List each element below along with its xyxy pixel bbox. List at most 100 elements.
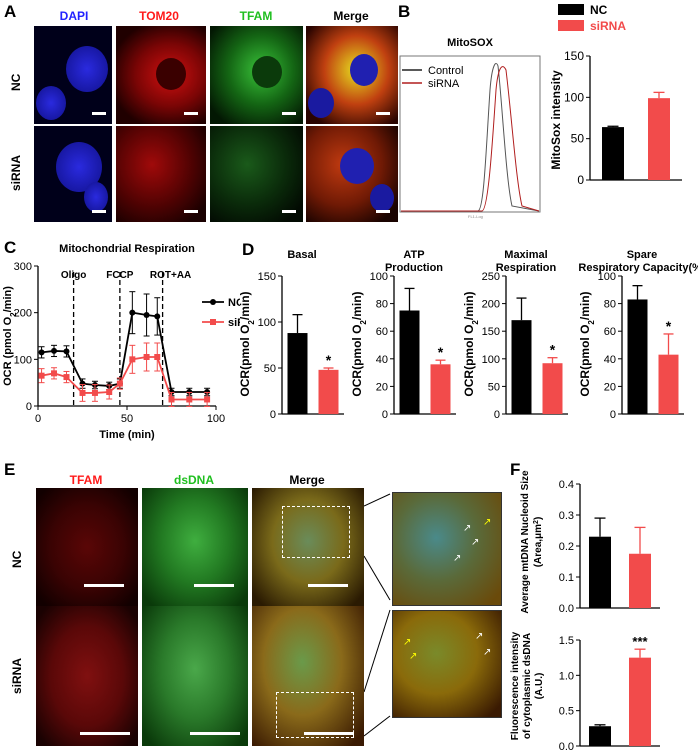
row-label-sirna: siRNA bbox=[9, 154, 23, 191]
panel-label-e: E bbox=[4, 460, 16, 479]
significance-mark: * bbox=[326, 352, 332, 368]
y-tick-label: 0.3 bbox=[559, 510, 574, 522]
bar-sirna bbox=[542, 363, 563, 414]
bar-nc bbox=[287, 333, 308, 414]
y-tick-label: 250 bbox=[482, 271, 500, 283]
chart-title-line2: Production bbox=[385, 262, 443, 274]
data-point bbox=[154, 354, 161, 360]
significance-mark: * bbox=[666, 318, 672, 334]
panel-f-nucleoid-chart: Average mtDNA Nucleoid Size (Area,μm2) 0.0… bbox=[520, 470, 660, 615]
y-axis-label: MitoSox intensity bbox=[549, 70, 563, 170]
legend-label-sirna: siRNA bbox=[228, 317, 240, 329]
micrograph-e-sirna-zoom: ↗ ↗ ↗ ↗ bbox=[392, 610, 502, 718]
y-tick-label: 200 bbox=[482, 299, 500, 311]
column-label-tom20: TOM20 bbox=[139, 9, 179, 23]
bar-nc bbox=[589, 726, 611, 746]
data-point bbox=[63, 348, 70, 355]
micrograph-nc-tom20 bbox=[116, 26, 206, 124]
panel-label-b: B bbox=[398, 2, 411, 21]
y-tick-label: 1.0 bbox=[559, 670, 574, 682]
y-tick-label: 1.5 bbox=[559, 635, 574, 647]
data-point bbox=[91, 389, 98, 396]
bar-nc bbox=[602, 127, 624, 180]
y-tick-label: 50 bbox=[264, 363, 276, 375]
micrograph-sirna-tom20 bbox=[116, 126, 206, 222]
x-axis-label: Time (min) bbox=[99, 429, 155, 441]
micrograph-e-nc-dsdna bbox=[142, 488, 248, 606]
data-point bbox=[79, 380, 86, 387]
significance-mark: * bbox=[550, 342, 556, 358]
x-tick-label: 0 bbox=[35, 413, 41, 425]
data-point bbox=[129, 309, 136, 316]
chart-title: Mitochondrial Respiration bbox=[59, 243, 195, 255]
y-tick-label: 0 bbox=[494, 409, 500, 421]
bar-nc bbox=[511, 320, 532, 414]
bar-sirna bbox=[318, 369, 339, 414]
column-label-tfam: TFAM bbox=[239, 9, 273, 23]
micrograph-sirna-merge bbox=[306, 126, 398, 222]
data-point bbox=[51, 347, 58, 354]
data-point bbox=[51, 370, 58, 377]
panel-b-bar-chart: NC siRNA MitoSox intensity 0 50 100 150 bbox=[549, 3, 682, 187]
column-label-merge: Merge bbox=[333, 9, 369, 23]
y-tick-label: 0 bbox=[382, 409, 388, 421]
data-point bbox=[79, 389, 86, 396]
zoom-connector-sirna bbox=[364, 609, 391, 737]
data-point bbox=[154, 313, 161, 320]
data-point bbox=[116, 380, 123, 387]
data-point bbox=[168, 396, 175, 403]
y-tick-label: 100 bbox=[482, 354, 500, 366]
bar-sirna bbox=[658, 354, 679, 414]
micrograph-nc-tfam bbox=[210, 26, 303, 124]
x-tick-label: 50 bbox=[121, 413, 133, 425]
y-axis-label-line2: of cytoplasmic dsDNA bbox=[522, 633, 533, 739]
micrograph-sirna-tfam bbox=[210, 126, 303, 222]
legend-label-nc: NC bbox=[228, 297, 240, 309]
chart-title: Spare bbox=[627, 249, 658, 261]
histogram-title: MitoSOX bbox=[447, 37, 493, 49]
significance-mark: *** bbox=[632, 634, 648, 649]
panel-f-dsdna-chart: Fluorescence intensity of cytoplasmic dsD… bbox=[510, 631, 660, 751]
micrograph-nc-merge bbox=[306, 26, 398, 124]
y-tick-label: 0 bbox=[26, 401, 32, 413]
chart-title: ATP bbox=[403, 249, 424, 261]
panel-label-c: C bbox=[4, 238, 17, 257]
y-tick-label: 150 bbox=[482, 326, 500, 338]
y-tick-label: 20 bbox=[604, 381, 616, 393]
y-tick-label: 0 bbox=[577, 173, 584, 187]
legend-label-control: Control bbox=[428, 65, 463, 77]
x-tick-label: 100 bbox=[207, 413, 225, 425]
micrograph-e-sirna-tfam bbox=[36, 606, 138, 746]
micrograph-e-nc-zoom: ↗ ↗ ↗ ↗ bbox=[392, 492, 502, 606]
micrograph-nc-dapi bbox=[34, 26, 112, 124]
data-point bbox=[63, 374, 70, 381]
bar-sirna bbox=[629, 657, 651, 746]
data-point bbox=[143, 354, 150, 360]
legend-label-sirna: siRNA bbox=[428, 78, 460, 90]
bar-sirna bbox=[430, 364, 451, 414]
panel-d-basal-chart: Basal OCR(pmol O2/min) 0 50 100 150 * bbox=[238, 249, 344, 421]
chart-title: Basal bbox=[287, 249, 316, 261]
micrograph-e-nc-tfam bbox=[36, 488, 138, 606]
y-tick-label: 0.1 bbox=[559, 572, 574, 584]
y-tick-label: 50 bbox=[571, 132, 585, 146]
data-point bbox=[186, 396, 193, 403]
y-axis-label: Average mtDNA Nucleoid Size bbox=[520, 470, 531, 614]
y-tick-label: 60 bbox=[376, 326, 388, 338]
row-label-nc: NC bbox=[9, 73, 23, 91]
micrograph-sirna-dapi bbox=[34, 126, 112, 222]
legend-marker bbox=[210, 319, 216, 325]
legend-marker bbox=[210, 299, 216, 305]
y-tick-label: 100 bbox=[14, 354, 32, 366]
y-axis-label: OCR(pmol O2/min) bbox=[578, 291, 596, 396]
y-axis-label: OCR(pmol O2/min) bbox=[350, 291, 368, 396]
bar-sirna bbox=[629, 553, 651, 608]
panel-b-histogram: MitoSOX Control siRNA FL1-Log bbox=[399, 37, 541, 219]
y-tick-label: 300 bbox=[14, 261, 32, 273]
data-point bbox=[204, 396, 211, 403]
panel-label-d: D bbox=[242, 240, 255, 259]
bar-sirna bbox=[648, 98, 670, 180]
histogram-curve-control bbox=[401, 63, 540, 212]
y-tick-label: 100 bbox=[598, 271, 616, 283]
